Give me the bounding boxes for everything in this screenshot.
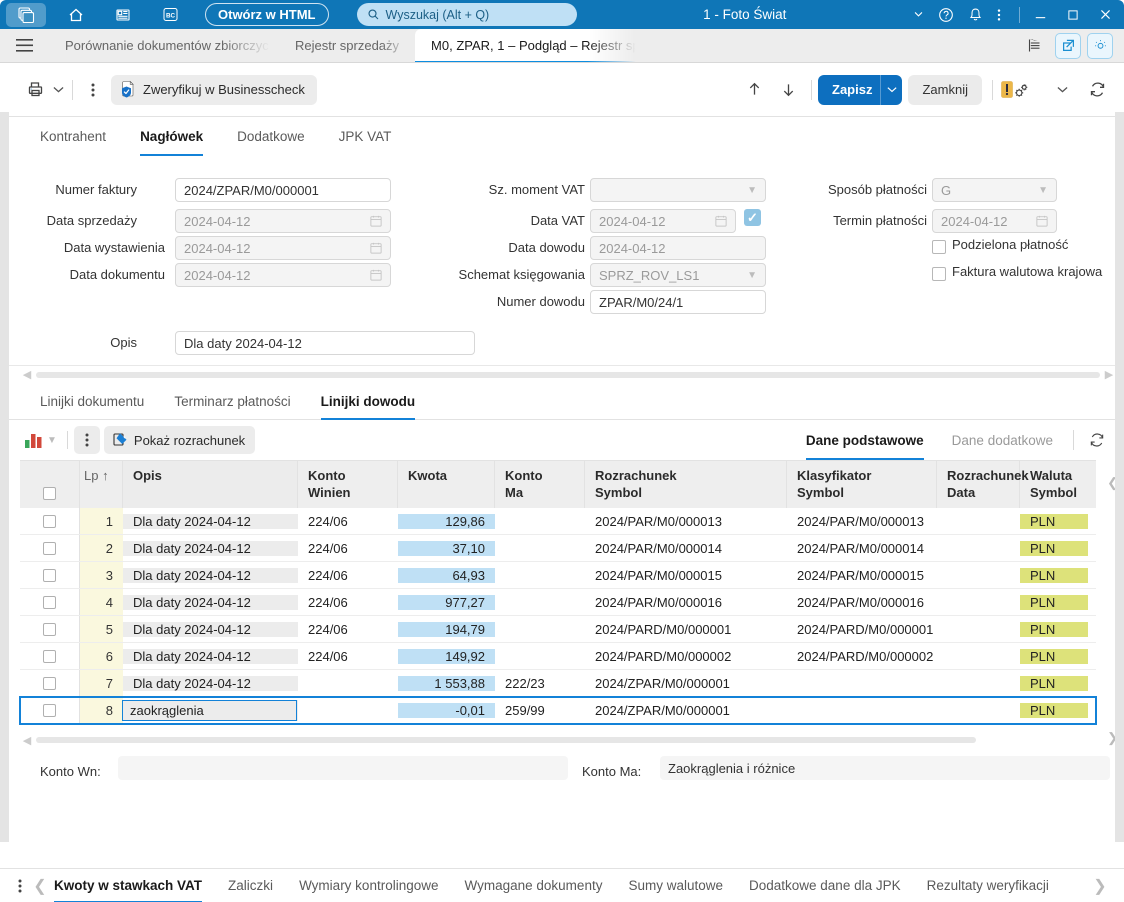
svg-text:BC: BC — [165, 12, 175, 19]
